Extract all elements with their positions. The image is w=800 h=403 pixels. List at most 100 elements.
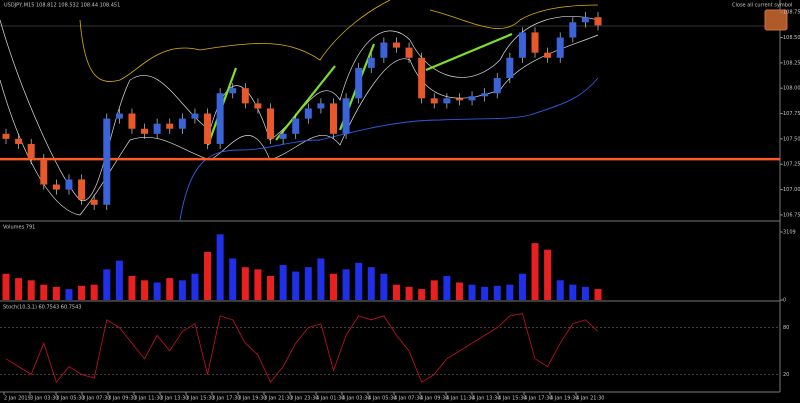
volume-bar [191,273,199,300]
price-tick-label: 108.500 [783,35,800,41]
volume-bar [392,284,400,300]
volume-bar [531,243,539,300]
time-tick-label: 3 Jan 05:30 [56,396,84,402]
candle-body [191,113,199,119]
trend-line [425,32,513,72]
volume-bar [367,267,375,300]
time-tick-label: 4 Jan 11:30 [446,396,474,402]
envelope-line [79,0,599,82]
volume-bar [52,286,60,300]
candle-body [493,78,501,94]
stoch-tick-label: 20 [783,372,789,378]
time-tick-label: 3 Jan 23:30 [290,396,318,402]
volume-bar [15,278,23,300]
candle-body [443,98,451,104]
candle-body [392,42,400,48]
volume-bar [216,234,224,300]
volume-bar [443,275,451,300]
price-tick-label: 107.500 [783,136,800,142]
candle-body [317,103,325,109]
candle-body [279,133,287,139]
chart-header: USDJPY,M15 108.812 108.532 108.44 108.45… [4,3,120,9]
time-tick-label: 4 Jan 09:30 [420,396,448,402]
trend-line [275,65,336,141]
time-tick-label: 3 Jan 17:30 [212,396,240,402]
candle-body [204,113,212,144]
volume-bar [279,265,287,300]
candle-body [65,179,73,190]
time-tick-label: 4 Jan 13:30 [472,396,500,402]
candle-body [569,22,577,38]
volume-bar [544,249,552,300]
candle-body [455,98,463,101]
candle-body [531,32,539,53]
time-tick-label: 3 Jan 19:30 [238,396,266,402]
volume-bar [317,258,325,300]
volume-bar [178,280,186,300]
candle-body [544,52,552,58]
volume-bar [103,269,111,300]
candle-body [430,98,438,104]
volume-bar [166,278,174,300]
volume-label: Volumes 791 [3,225,35,231]
candle-body [27,143,35,160]
time-tick-label: 3 Jan 13:30 [160,396,188,402]
candle-body [380,42,388,58]
volume-bar [241,267,249,300]
price-tick-label: 108.250 [783,60,800,66]
price-tick-label: 106.750 [783,212,800,218]
candle-body [216,93,224,144]
candle-body [115,113,123,119]
volume-bar [204,251,212,300]
volume-bar [556,280,564,300]
time-tick-label: 3 Jan 03:30 [30,396,58,402]
candle-body [418,57,426,99]
time-tick-label: 4 Jan 21:30 [576,396,604,402]
close-all-button[interactable] [764,9,788,31]
volume-bar [380,273,388,300]
volume-bar [27,280,35,300]
volume-bar [128,275,136,300]
candle-body [304,108,312,119]
candle-body [405,47,413,58]
candle-body [556,37,564,58]
volume-bar [405,286,413,300]
volume-bar [581,286,589,300]
candle-body [128,113,136,129]
candle-body [506,57,514,79]
volume-bar [229,258,237,300]
time-tick-label: 3 Jan 15:30 [186,396,214,402]
close-all-caption[interactable]: Close all current symbol [732,3,792,9]
volume-bar [342,269,350,300]
volume-bar [90,284,98,300]
candle-body [355,67,363,99]
candle-body [481,93,489,97]
volume-bar [481,286,489,300]
volume-bar [2,273,10,300]
volume-bar [65,289,73,300]
candle-body [141,128,149,134]
volume-bar [115,260,123,300]
volume-bar [506,284,514,300]
candle-body [518,32,526,58]
stoch-tick-label: 80 [783,325,789,331]
candle-body [178,118,186,129]
volume-bar [267,275,275,300]
candle-body [468,96,476,101]
candle-body [254,103,262,109]
time-tick-label: 2 Jan 2019 [4,396,31,402]
volume-bar [569,284,577,300]
volume-bar [468,284,476,300]
time-tick-label: 4 Jan 05:30 [368,396,396,402]
moving-average [179,77,599,221]
volume-bar [40,284,48,300]
candle-body [103,118,111,205]
stoch-line [5,313,599,384]
candle-body [166,123,174,129]
candle-body [153,123,161,134]
volume-bar [329,273,337,300]
candle-body [329,103,337,134]
price-tick-label: 107.750 [783,111,800,117]
